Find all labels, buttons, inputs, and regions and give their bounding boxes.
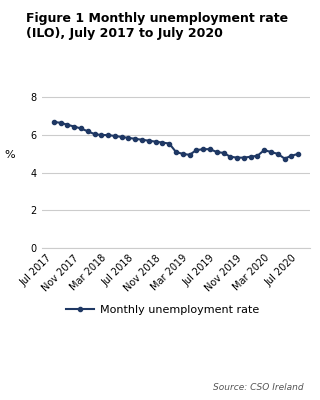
Text: Source: CSO Ireland: Source: CSO Ireland [213, 383, 304, 392]
Monthly unemployment rate [249, 154, 252, 159]
Monthly unemployment rate [127, 136, 131, 140]
Monthly unemployment rate [174, 150, 178, 154]
Legend: Monthly unemployment rate: Monthly unemployment rate [62, 300, 263, 319]
Monthly unemployment rate [242, 155, 246, 160]
Monthly unemployment rate [188, 152, 191, 157]
Monthly unemployment rate [262, 148, 266, 152]
Monthly unemployment rate [147, 138, 151, 143]
Monthly unemployment rate [79, 126, 83, 131]
Monthly unemployment rate [100, 133, 103, 138]
Monthly unemployment rate [276, 152, 280, 156]
Monthly unemployment rate [154, 139, 157, 144]
Monthly unemployment rate [256, 153, 260, 158]
Text: Figure 1 Monthly unemployment rate
(ILO), July 2017 to July 2020: Figure 1 Monthly unemployment rate (ILO)… [26, 12, 288, 40]
Monthly unemployment rate [269, 150, 273, 154]
Monthly unemployment rate [140, 137, 144, 142]
Monthly unemployment rate [195, 148, 198, 152]
Monthly unemployment rate [290, 153, 293, 158]
Monthly unemployment rate [59, 120, 62, 125]
Monthly unemployment rate [120, 134, 124, 139]
Monthly unemployment rate [208, 147, 212, 152]
Monthly unemployment rate [201, 147, 205, 152]
Monthly unemployment rate [215, 150, 219, 154]
Monthly unemployment rate [283, 156, 286, 161]
Monthly unemployment rate [52, 120, 56, 124]
Monthly unemployment rate [221, 150, 225, 155]
Monthly unemployment rate [113, 134, 117, 138]
Monthly unemployment rate [296, 152, 300, 156]
Line: Monthly unemployment rate: Monthly unemployment rate [52, 120, 300, 161]
Monthly unemployment rate [181, 152, 185, 156]
Monthly unemployment rate [167, 141, 171, 146]
Monthly unemployment rate [66, 122, 69, 127]
Monthly unemployment rate [72, 124, 76, 129]
Monthly unemployment rate [161, 140, 164, 145]
Monthly unemployment rate [133, 136, 137, 141]
Monthly unemployment rate [228, 154, 232, 159]
Monthly unemployment rate [106, 133, 110, 138]
Y-axis label: %: % [4, 150, 15, 160]
Monthly unemployment rate [86, 129, 90, 134]
Monthly unemployment rate [92, 132, 96, 136]
Monthly unemployment rate [235, 155, 239, 160]
